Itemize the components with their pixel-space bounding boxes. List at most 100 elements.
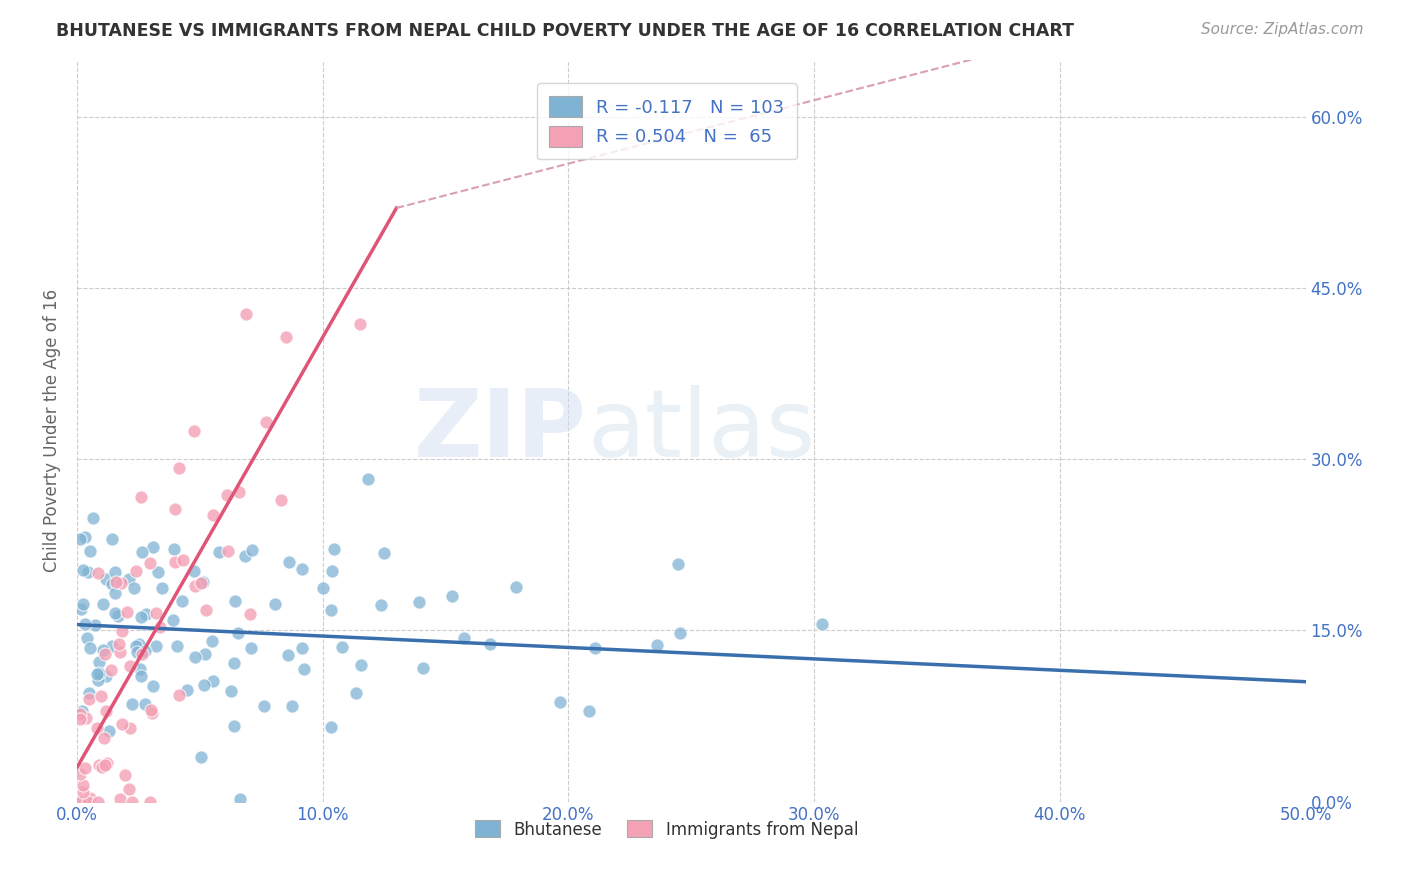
Point (69, 767, 91, 781)
Point (101, 577, 124, 591)
Point (195, 603, 218, 617)
Point (229, 792, 252, 806)
Point (96, 668, 118, 682)
Point (193, 574, 215, 589)
Point (264, 597, 287, 611)
Point (226, 626, 249, 640)
Point (233, 549, 256, 563)
Point (142, 679, 165, 693)
Point (87, 758, 110, 772)
Point (183, 564, 205, 578)
Point (77, 795, 100, 809)
Point (167, 688, 190, 702)
Point (73, 617, 96, 632)
Point (79, 791, 101, 805)
Point (118, 721, 141, 735)
Point (165, 501, 187, 516)
Point (190, 575, 212, 590)
Point (253, 698, 276, 713)
Point (79, 543, 101, 558)
Point (115, 605, 138, 619)
Point (69, 795, 91, 809)
Text: atlas: atlas (586, 384, 815, 476)
Point (373, 546, 395, 560)
Text: ZIP: ZIP (413, 384, 586, 476)
Point (277, 555, 299, 569)
Point (125, 645, 148, 659)
Point (224, 719, 246, 733)
Point (224, 593, 246, 607)
Point (82, 511, 104, 525)
Point (129, 490, 152, 504)
Point (139, 795, 162, 809)
Point (193, 678, 215, 692)
Point (319, 603, 342, 617)
Point (441, 589, 464, 603)
Point (146, 565, 169, 579)
Point (194, 647, 217, 661)
Point (93, 731, 115, 746)
Point (100, 663, 122, 677)
Point (163, 555, 186, 569)
Point (131, 669, 153, 683)
Point (104, 575, 127, 590)
Point (240, 542, 263, 557)
Point (292, 662, 315, 676)
Point (162, 613, 184, 627)
Point (134, 697, 156, 711)
Point (86, 667, 108, 681)
Point (330, 640, 353, 655)
Point (254, 416, 277, 430)
Point (321, 564, 343, 578)
Point (150, 581, 173, 595)
Point (104, 606, 127, 620)
Point (408, 595, 430, 609)
Point (89, 690, 111, 704)
Point (122, 582, 145, 596)
Point (96, 756, 118, 771)
Point (104, 586, 127, 600)
Point (72, 563, 94, 577)
Point (139, 556, 162, 570)
Point (91, 760, 114, 774)
Point (101, 533, 124, 547)
Point (201, 508, 224, 522)
Point (578, 704, 600, 718)
Point (108, 645, 131, 659)
Point (453, 631, 475, 645)
Point (75, 761, 97, 775)
Point (87, 566, 110, 580)
Point (141, 706, 163, 720)
Point (96, 572, 118, 586)
Point (357, 472, 380, 486)
Point (142, 540, 165, 554)
Point (72, 778, 94, 792)
Point (93, 758, 115, 772)
Point (129, 609, 152, 624)
Point (666, 558, 689, 572)
Point (222, 656, 245, 670)
Point (135, 607, 157, 621)
Point (77, 692, 100, 706)
Point (505, 580, 527, 594)
Point (87, 665, 110, 680)
Point (370, 598, 392, 612)
Point (344, 686, 367, 700)
Point (118, 782, 141, 797)
Point (125, 564, 148, 578)
Point (208, 544, 231, 558)
Point (221, 684, 243, 698)
Point (111, 717, 134, 731)
Point (274, 330, 297, 344)
Y-axis label: Child Poverty Under the Age of 16: Child Poverty Under the Age of 16 (44, 289, 60, 572)
Point (91, 643, 114, 657)
Point (270, 492, 292, 507)
Point (167, 461, 190, 475)
Point (121, 795, 143, 809)
Point (110, 576, 132, 591)
Point (319, 720, 342, 734)
Point (349, 317, 371, 331)
Legend: Bhutanese, Immigrants from Nepal: Bhutanese, Immigrants from Nepal (468, 814, 865, 846)
Point (170, 594, 193, 608)
Point (69, 712, 91, 726)
